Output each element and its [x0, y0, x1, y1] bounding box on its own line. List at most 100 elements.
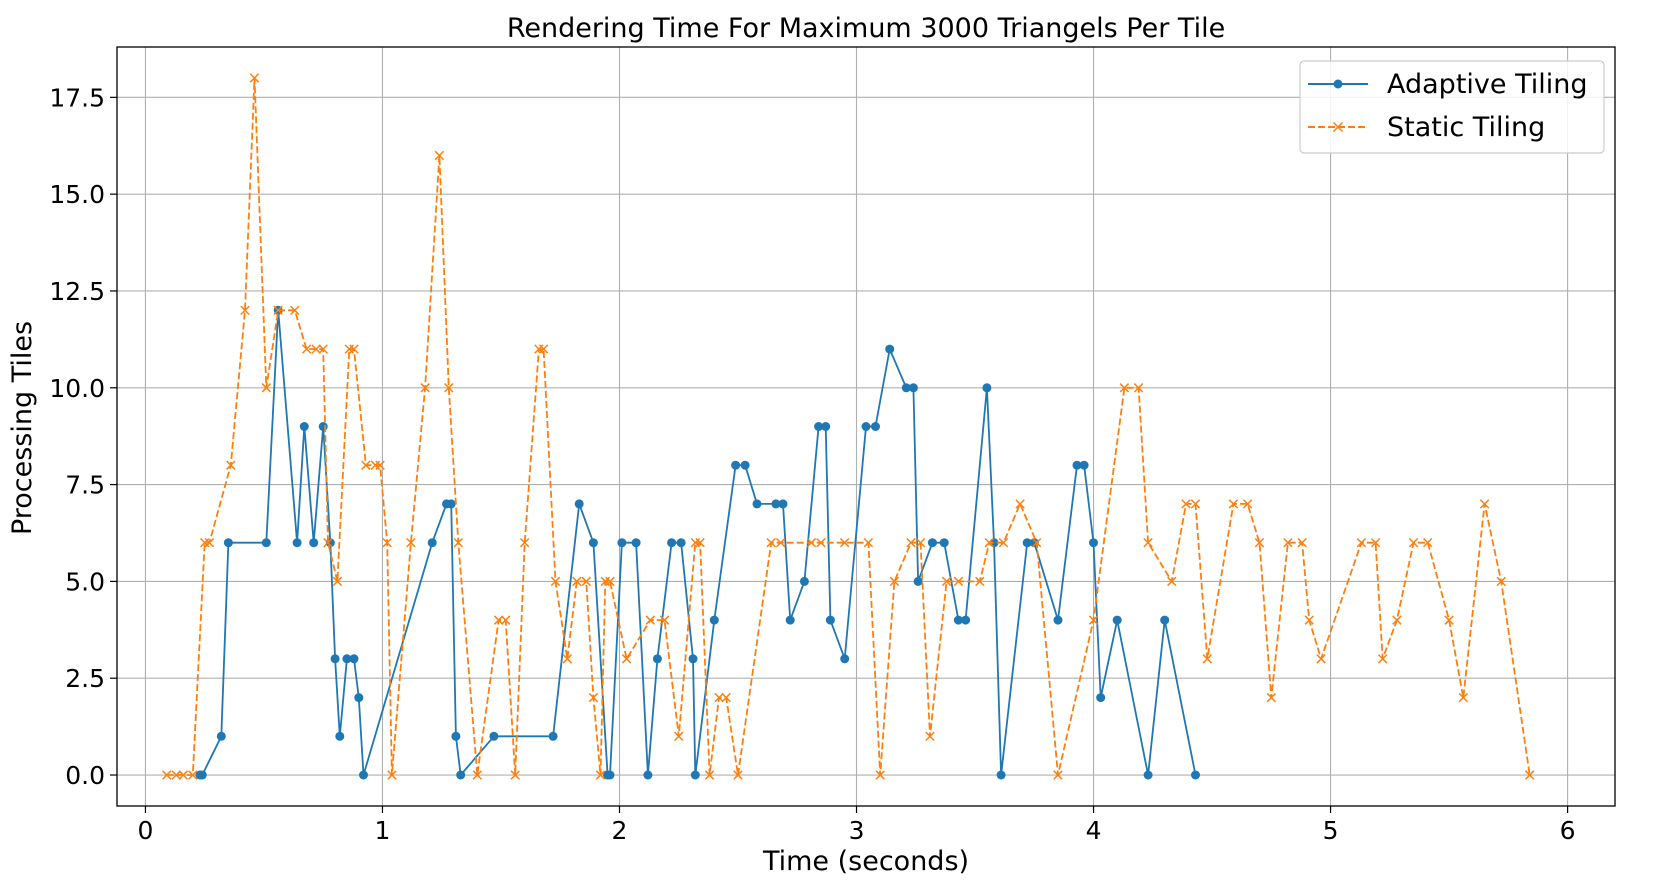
- data-point-static-tiling: [178, 770, 189, 780]
- y-tick-label: 17.5: [49, 83, 105, 112]
- data-point-adaptive-tiling: [908, 383, 918, 393]
- data-point-static-tiling: [721, 692, 731, 703]
- data-point-static-tiling: [1356, 537, 1367, 548]
- data-point-static-tiling: [863, 537, 874, 548]
- data-point-static-tiling: [1370, 537, 1381, 548]
- data-point-adaptive-tiling: [330, 654, 340, 664]
- y-tick-label: 15.0: [49, 180, 105, 209]
- data-point-adaptive-tiling: [342, 654, 352, 664]
- x-tick-label: 5: [1323, 816, 1339, 845]
- data-point-adaptive-tiling: [216, 731, 226, 741]
- data-point-static-tiling: [510, 770, 520, 780]
- data-point-static-tiling: [1392, 615, 1402, 625]
- data-point-static-tiling: [382, 537, 392, 548]
- data-point-static-tiling: [605, 576, 615, 587]
- data-point-static-tiling: [1423, 537, 1433, 548]
- data-point-adaptive-tiling: [688, 654, 698, 664]
- data-point-adaptive-tiling: [349, 654, 359, 664]
- data-point-adaptive-tiling: [913, 576, 923, 586]
- data-point-adaptive-tiling: [953, 615, 963, 625]
- data-point-adaptive-tiling: [197, 770, 207, 780]
- data-point-adaptive-tiling: [631, 538, 641, 548]
- data-point-static-tiling: [1133, 383, 1144, 393]
- data-point-adaptive-tiling: [785, 615, 795, 625]
- data-point-static-tiling: [875, 770, 885, 780]
- data-point-static-tiling: [1297, 537, 1307, 548]
- data-point-static-tiling: [550, 576, 561, 587]
- data-point-adaptive-tiling: [446, 499, 456, 509]
- y-tick-label: 0.0: [65, 761, 105, 790]
- series-line-adaptive-tiling: [200, 309, 1197, 776]
- data-point-adaptive-tiling: [771, 499, 781, 509]
- data-point-static-tiling: [249, 73, 260, 83]
- data-point-static-tiling: [925, 731, 935, 742]
- data-point-static-tiling: [1202, 654, 1213, 664]
- data-point-adaptive-tiling: [359, 770, 368, 780]
- data-point-adaptive-tiling: [799, 576, 809, 586]
- legend-label-adaptive-tiling: Adaptive Tiling: [1387, 69, 1588, 100]
- y-axis-label: Processing Tiles: [7, 321, 38, 535]
- data-point-adaptive-tiling: [588, 538, 598, 548]
- data-point-static-tiling: [695, 537, 705, 548]
- data-point-static-tiling: [941, 576, 952, 587]
- data-point-static-tiling: [1479, 499, 1490, 509]
- x-tick-label: 6: [1560, 816, 1576, 845]
- data-point-adaptive-tiling: [740, 460, 750, 470]
- data-point-adaptive-tiling: [821, 422, 831, 431]
- data-point-adaptive-tiling: [451, 731, 461, 741]
- data-point-adaptive-tiling: [299, 422, 309, 431]
- data-point-static-tiling: [984, 537, 994, 548]
- data-point-adaptive-tiling: [318, 422, 328, 431]
- x-tick-label: 1: [375, 816, 391, 845]
- data-point-static-tiling: [323, 537, 333, 548]
- data-point-static-tiling: [1496, 576, 1506, 587]
- data-point-static-tiling: [975, 576, 985, 587]
- data-point-adaptive-tiling: [731, 460, 741, 470]
- data-point-adaptive-tiling: [814, 422, 824, 431]
- data-point-static-tiling: [493, 615, 504, 625]
- data-point-adaptive-tiling: [982, 383, 992, 393]
- data-point-static-tiling: [444, 383, 454, 393]
- data-point-adaptive-tiling: [1022, 538, 1032, 548]
- data-point-static-tiling: [318, 344, 328, 354]
- legend-label-static-tiling: Static Tiling: [1387, 112, 1545, 143]
- data-point-adaptive-tiling: [1096, 693, 1106, 703]
- data-point-adaptive-tiling: [1143, 770, 1153, 780]
- data-point-static-tiling: [472, 770, 483, 780]
- series-layer: [162, 73, 1535, 780]
- data-point-static-tiling: [915, 537, 926, 548]
- data-point-static-tiling: [171, 770, 181, 780]
- y-tick-label: 10.0: [49, 374, 105, 403]
- chart-title: Rendering Time For Maximum 3000 Triangel…: [507, 13, 1225, 44]
- data-point-static-tiling: [387, 770, 397, 780]
- data-point-adaptive-tiling: [861, 422, 871, 431]
- y-tick-label: 5.0: [65, 567, 105, 596]
- data-point-adaptive-tiling: [489, 731, 499, 741]
- data-point-static-tiling: [434, 150, 445, 161]
- data-point-static-tiling: [500, 615, 511, 625]
- data-point-static-tiling: [204, 537, 215, 548]
- data-point-static-tiling: [311, 344, 321, 354]
- data-point-static-tiling: [775, 537, 786, 548]
- legend-entry-static-tiling: Static Tiling: [1308, 112, 1545, 143]
- data-point-static-tiling: [889, 576, 900, 587]
- data-point-static-tiling: [1458, 692, 1469, 703]
- data-point-adaptive-tiling: [927, 538, 937, 548]
- data-point-static-tiling: [1524, 770, 1535, 780]
- data-point-static-tiling: [1304, 615, 1314, 625]
- data-point-static-tiling: [453, 537, 464, 548]
- data-point-adaptive-tiling: [778, 499, 788, 509]
- data-point-static-tiling: [581, 576, 592, 587]
- data-point-adaptive-tiling: [335, 731, 345, 741]
- x-tick-label: 2: [612, 816, 628, 845]
- data-point-static-tiling: [998, 537, 1009, 548]
- data-point-static-tiling: [816, 537, 826, 548]
- data-point-adaptive-tiling: [1072, 460, 1082, 470]
- data-point-static-tiling: [621, 654, 632, 664]
- data-point-adaptive-tiling: [667, 538, 677, 548]
- data-point-static-tiling: [519, 537, 530, 548]
- data-point-static-tiling: [1167, 576, 1177, 587]
- data-point-adaptive-tiling: [961, 615, 971, 625]
- legend: Adaptive Tiling Static Tiling: [1299, 60, 1605, 154]
- data-point-static-tiling: [562, 654, 573, 664]
